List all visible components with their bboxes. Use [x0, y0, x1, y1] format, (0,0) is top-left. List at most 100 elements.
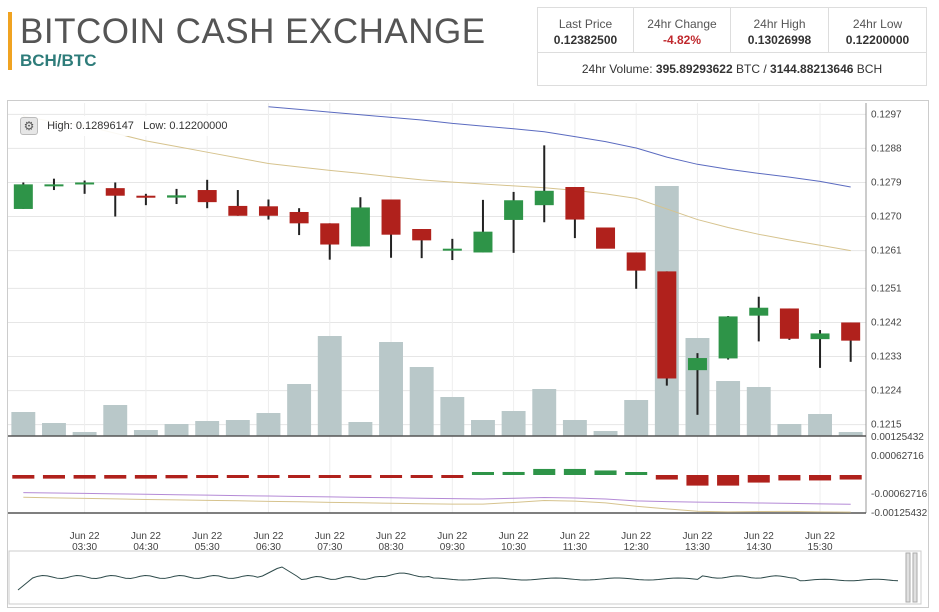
stat-value: 0.13026998 [747, 33, 812, 47]
candle-up [44, 184, 64, 187]
time-tick-time: 04:30 [133, 542, 158, 553]
time-tick-time: 14:30 [746, 542, 771, 553]
stat-label: 24hr High [753, 17, 806, 31]
macd-histogram-bar [717, 475, 740, 486]
stat-label: 24hr Change [647, 17, 717, 31]
time-tick-time: 05:30 [195, 542, 220, 553]
indicator-tick-label: 0.00062716 [871, 451, 924, 462]
candle-down [320, 223, 340, 245]
volume-bar [72, 432, 97, 436]
time-tick-date: Jun 22 [560, 531, 590, 542]
volume-bar [838, 432, 863, 436]
volume-bar [103, 405, 128, 436]
page-title: BITCOIN CASH EXCHANGE [20, 12, 486, 51]
volume-bar [532, 389, 557, 436]
candle-down [779, 308, 799, 339]
price-tick-label: 0.1288 [871, 143, 902, 154]
time-tick-time: 07:30 [317, 542, 342, 553]
chart-low-value: 0.12200000 [169, 120, 228, 132]
volume-btc-unit: BTC [736, 62, 760, 76]
macd-histogram-bar [165, 475, 188, 479]
volume-bar [409, 367, 434, 436]
macd-histogram-bar [778, 475, 801, 481]
time-tick-date: Jun 22 [499, 531, 529, 542]
volume-bar [440, 397, 465, 436]
volume-bar [808, 414, 832, 436]
volume-bar [317, 336, 342, 436]
macd-histogram-bar [594, 470, 617, 475]
candle-up [749, 307, 769, 316]
stat-24hr-low: 24hr Low 0.12200000 [829, 8, 926, 53]
price-tick-label: 0.1251 [871, 283, 902, 294]
time-tick-date: Jun 22 [376, 531, 406, 542]
volume-bar [471, 420, 495, 436]
candle-down [841, 322, 861, 341]
time-tick-time: 11:30 [563, 542, 588, 553]
macd-histogram-bar [410, 475, 433, 478]
macd-histogram-bar [686, 475, 709, 486]
chart-high-label: High: [47, 120, 73, 132]
time-tick-time: 13:30 [685, 542, 710, 553]
volume-bar [501, 411, 526, 436]
macd-histogram-bar [471, 472, 494, 475]
volume-bar [287, 384, 312, 436]
macd-histogram-bar [533, 468, 556, 475]
price-tick-label: 0.1297 [871, 109, 902, 120]
volume-bar [716, 381, 741, 436]
header-accent-bar [8, 12, 12, 70]
time-tick-date: Jun 22 [253, 531, 283, 542]
volume-bar [164, 424, 189, 436]
candle-down [381, 199, 401, 235]
volume-bar [225, 420, 250, 436]
price-tick-label: 0.1233 [871, 352, 902, 363]
time-tick-time: 15:30 [808, 542, 833, 553]
volume-bar [379, 342, 403, 436]
candle-down [136, 195, 156, 198]
candle-up [442, 248, 462, 251]
macd-histogram-bar [226, 475, 249, 478]
candle-up [687, 358, 707, 371]
macd-signal-line [23, 492, 851, 505]
navigator-series-line [17, 566, 899, 591]
time-tick-date: Jun 22 [744, 531, 774, 542]
navigator-handle [905, 552, 911, 603]
macd-histogram-bar [563, 468, 586, 475]
candle-down [289, 211, 309, 224]
candle-up [473, 231, 493, 253]
macd-line [23, 496, 851, 513]
macd-histogram-bar [12, 475, 35, 479]
volume-bar [746, 387, 771, 436]
volume-summary: 24hr Volume: 395.89293622 BTC / 3144.882… [538, 53, 926, 86]
macd-histogram-bar [104, 475, 127, 479]
time-tick-date: Jun 22 [131, 531, 161, 542]
volume-bar [624, 400, 649, 436]
time-tick-date: Jun 22 [192, 531, 222, 542]
macd-histogram-bar [196, 475, 219, 479]
gear-icon[interactable]: ⚙ [20, 117, 38, 136]
candle-up [350, 207, 370, 247]
volume-label: 24hr Volume: [581, 62, 653, 76]
time-tick-date: Jun 22 [437, 531, 467, 542]
volume-bar [348, 422, 373, 436]
macd-histogram-bar [625, 472, 648, 475]
macd-histogram-bar [257, 475, 280, 478]
macd-histogram-bar [349, 475, 372, 478]
volume-bar [195, 421, 220, 436]
candle-up [718, 316, 738, 359]
navigator-handle [912, 552, 918, 603]
time-tick-date: Jun 22 [315, 531, 345, 542]
stat-label: Last Price [558, 17, 613, 31]
time-tick-time: 10:30 [501, 542, 526, 553]
stats-panel: Last Price 0.12382500 24hr Change -4.82%… [537, 7, 927, 86]
candle-down [657, 271, 677, 379]
chart-high-value: 0.12896147 [75, 120, 134, 132]
candle-up [810, 333, 830, 340]
macd-histogram-bar [655, 475, 678, 480]
stat-value: -4.82% [662, 33, 702, 47]
indicator-tick-label: -0.00062716 [871, 489, 928, 500]
macd-histogram-bar [380, 475, 403, 478]
macd-histogram-bar [747, 475, 770, 483]
volume-bch-unit: BCH [856, 62, 883, 76]
macd-histogram-bar [42, 475, 65, 479]
